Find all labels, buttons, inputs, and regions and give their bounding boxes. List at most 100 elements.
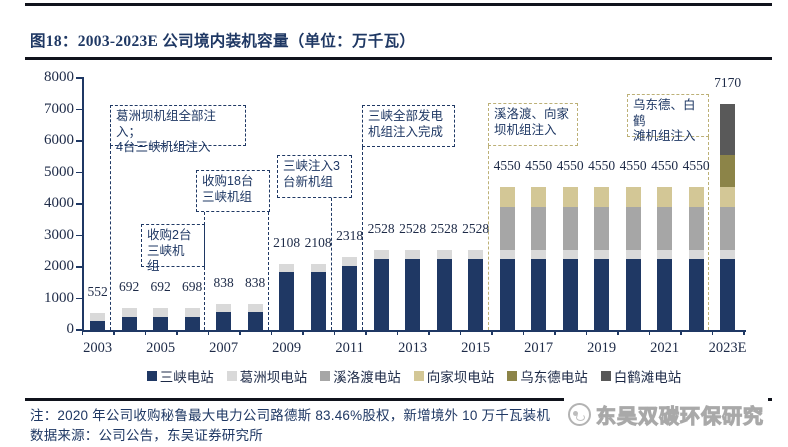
x-axis-tick-label: 2003 (83, 340, 113, 356)
y-axis-tick (76, 234, 82, 237)
annotation-region-line (110, 146, 111, 330)
x-axis-tick-label: 2007 (209, 340, 239, 356)
x-axis-tick-label: 2021 (650, 340, 680, 356)
bar-segment (688, 259, 704, 330)
x-axis-tick (459, 330, 462, 335)
x-axis-tick-label: 2017 (524, 340, 554, 356)
bar-segment (625, 186, 641, 207)
bar-segment (531, 250, 547, 260)
note-rule (25, 398, 772, 401)
bar-segment (499, 186, 515, 207)
bar-segment (720, 154, 736, 187)
bar-segment (247, 303, 263, 313)
x-axis-tick (113, 330, 115, 335)
bar-segment (310, 263, 326, 273)
y-axis-tick (76, 77, 82, 79)
bar-value-label: 4550 (525, 157, 553, 173)
bar-value-label: 698 (181, 279, 203, 294)
legend-label: 白鹤滩电站 (613, 370, 682, 385)
bar-segment (657, 250, 673, 260)
legend-swatch (146, 371, 157, 381)
bar-segment (562, 206, 578, 251)
bar-segment (720, 206, 736, 251)
annotation-xiluodu-xiangjiaba: 溪洛渡、向家 坝机组注入 (488, 103, 578, 146)
bar-segment (342, 256, 358, 266)
annotation-region-line (268, 212, 269, 330)
bar-segment (436, 250, 452, 259)
x-axis-tick (207, 330, 210, 335)
annotation-buy-18-units: 收购18台 三峡机组 (196, 170, 270, 212)
bar-value-label: 7170 (714, 75, 742, 91)
legend-item: 溪洛渡电站 (320, 366, 401, 386)
x-axis-tick (711, 330, 714, 335)
bar-segment (153, 316, 169, 330)
figure-title: 图18：2003-2023E 公司境内装机容量（单位：万千瓦） (30, 33, 416, 50)
x-axis-tick-label: 2013 (398, 340, 428, 356)
bar-segment (657, 259, 673, 330)
y-axis-tick (76, 171, 82, 174)
bar-segment (184, 316, 200, 330)
y-axis-tick (76, 140, 82, 142)
bar-segment (499, 206, 515, 251)
annotation-region-line (362, 147, 363, 330)
bar-segment (247, 312, 263, 330)
annotation-gezhouba-all: 葛洲坝机组全部注入； 4台三峡机组注入 (110, 105, 246, 154)
x-axis-tick (428, 330, 430, 335)
x-axis-tick-label: 2005 (146, 340, 176, 356)
bar-value-label: 838 (213, 274, 234, 290)
bar-segment (468, 258, 484, 330)
bar-segment (153, 308, 169, 317)
bar-segment (499, 259, 515, 330)
bar-segment (720, 186, 736, 207)
legend-label: 向家坝电站 (426, 370, 495, 385)
bar-segment (121, 316, 137, 330)
bar-segment (625, 259, 641, 330)
bar-segment (436, 258, 452, 330)
watermark-text: 东吴双碳环保研究 (595, 405, 764, 428)
annotation-region-line (488, 146, 489, 330)
top-rule (25, 3, 772, 6)
bar-value-label: 4550 (682, 157, 710, 173)
x-axis-tick (585, 330, 588, 335)
y-axis-tick (76, 329, 82, 331)
y-axis-tick (76, 266, 82, 268)
x-axis-tick (743, 330, 745, 335)
legend-swatch (507, 371, 518, 381)
x-axis-tick-label: 2023E (708, 340, 747, 356)
legend-item: 乌东德电站 (507, 366, 588, 386)
bar-segment (279, 263, 295, 273)
bar-value-label: 692 (150, 279, 171, 295)
legend-swatch (226, 371, 237, 381)
bar-value-label: 2108 (273, 234, 301, 250)
y-axis-tick-label: 4000 (44, 195, 74, 211)
bar-segment (499, 250, 515, 260)
x-axis-tick-label: 2019 (587, 340, 617, 356)
x-axis-tick (648, 330, 651, 335)
bar-value-label: 2528 (399, 221, 427, 237)
x-axis-tick (396, 330, 399, 335)
annotation-wudongde-baihetan: 乌东德、白鹤 滩机组注入 (627, 94, 709, 143)
bar-value-label: 838 (244, 274, 266, 290)
x-axis-tick (365, 330, 367, 335)
y-axis-tick (76, 297, 82, 300)
bar-segment (184, 308, 200, 317)
bar-segment (657, 186, 673, 207)
legend-swatch (413, 371, 424, 381)
bar-segment (625, 250, 641, 260)
bar-segment (531, 259, 547, 330)
watermark-logo-icon (568, 402, 591, 426)
bar-value-label: 2528 (462, 221, 490, 237)
bar-segment (373, 250, 389, 259)
y-axis-tick-label: 3000 (44, 226, 74, 243)
x-axis-tick (617, 330, 619, 335)
bar-segment (310, 272, 326, 330)
x-axis-tick (176, 330, 178, 335)
annotation-region-line (331, 198, 332, 330)
source-text: 数据来源：公司公告，东吴证券研究所 (30, 428, 263, 443)
bar-segment (720, 104, 736, 155)
bar-value-label: 2528 (367, 221, 395, 237)
x-axis-tick (144, 330, 147, 335)
bar-value-label: 4550 (556, 157, 584, 173)
